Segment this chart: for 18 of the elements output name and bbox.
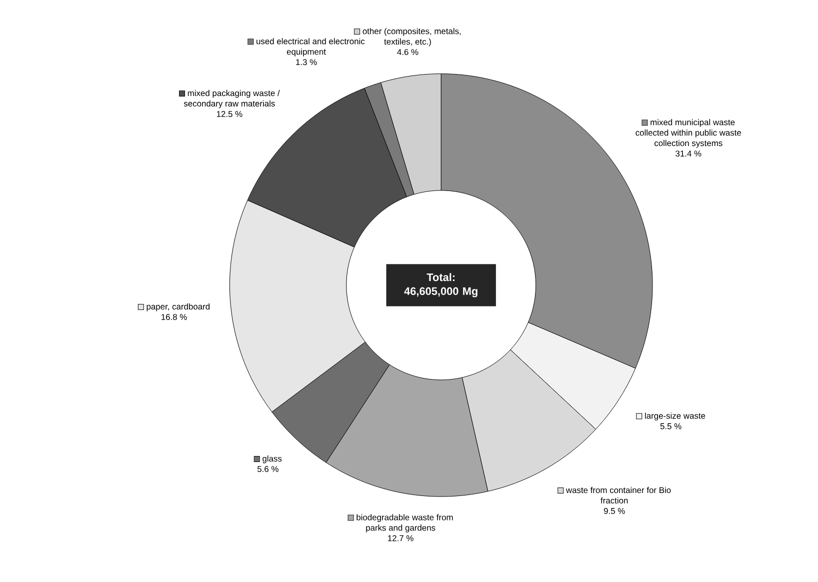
legend-label: large-size waste bbox=[645, 412, 706, 420]
text: Total: 46,605,000 Mg bbox=[404, 272, 478, 298]
data-label: 12.7 % bbox=[388, 535, 414, 541]
data-label: 5.6 % bbox=[257, 466, 278, 472]
data-label: 12.5 % bbox=[216, 110, 242, 117]
legend-label: mixed municipal waste collected within public waste collection systems bbox=[636, 118, 742, 148]
legend-label: paper, cardboard bbox=[146, 303, 210, 312]
data-label: 1.3 % bbox=[296, 59, 317, 65]
legend-label: glass bbox=[262, 455, 282, 464]
legend-label: mixed packaging waste / secondary raw materials bbox=[184, 90, 280, 108]
data-label: 9.5 % bbox=[604, 508, 625, 514]
legend-label: used electrical and electronic equipment bbox=[256, 38, 365, 56]
data-label: 16.8 % bbox=[161, 314, 187, 320]
legend-label: biodegradable waste from parks and gardens bbox=[356, 514, 453, 532]
data-label: 4.6 % bbox=[397, 48, 418, 55]
data-label: 31.4 % bbox=[676, 150, 702, 156]
legend-label: waste from container for Bio fraction bbox=[566, 486, 671, 504]
data-label: 5.5 % bbox=[660, 423, 682, 430]
